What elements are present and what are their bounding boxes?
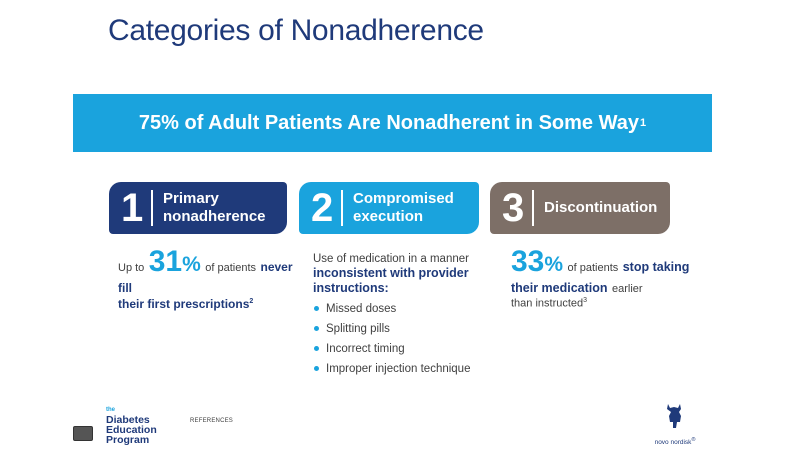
stat-emphasis-line2: their medication earlier: [511, 281, 643, 295]
category-divider: [341, 190, 343, 226]
category-discontinuation: 3 Discontinuation: [490, 182, 670, 234]
bullet-icon: [314, 346, 319, 351]
bullet-icon: [314, 326, 319, 331]
references-link[interactable]: REFERENCES: [190, 418, 234, 424]
slide-title: Categories of Nonadherence: [108, 14, 484, 47]
list-item: Missed doses: [313, 302, 503, 316]
folder-icon[interactable]: [73, 426, 93, 441]
stat-emphasis: never fill: [118, 260, 293, 295]
stat-prefix: Up to: [118, 262, 145, 274]
novo-nordisk-logo: novo nordisk®: [645, 402, 705, 446]
bullet-icon: [314, 366, 319, 371]
stat-emphasis-line2: their first prescriptions2: [118, 297, 254, 311]
stat-big-number: 31%: [148, 245, 201, 278]
category-divider: [151, 190, 153, 226]
category-primary-nonadherence: 1 Primary nonadherence: [109, 182, 287, 234]
stat-tail: than instructed3: [511, 297, 588, 310]
category-compromised-execution: 2 Compromised execution: [299, 182, 479, 234]
category-label: Primary nonadherence: [163, 190, 266, 225]
list-item: Splitting pills: [313, 322, 503, 336]
stat-suffix: of patients: [567, 262, 619, 274]
headline-banner: 75% of Adult Patients Are Nonadherent in…: [73, 94, 712, 152]
primary-nonadherence-stat: Up to 31% of patients never fill their f…: [118, 245, 293, 312]
compromised-execution-details: Use of medication in a manner inconsiste…: [313, 252, 503, 382]
stat-emphasis: stop taking: [622, 260, 690, 274]
stat-suffix: of patients: [205, 262, 257, 274]
execution-intro: Use of medication in a manner inconsiste…: [313, 253, 469, 295]
banner-text: 75% of Adult Patients Are Nonadherent in…: [138, 111, 639, 134]
list-item: Improper injection technique: [313, 362, 503, 376]
category-label: Discontinuation: [544, 199, 658, 216]
list-item: Incorrect timing: [313, 342, 503, 356]
bull-icon: [667, 404, 681, 428]
discontinuation-stat: 33% of patients stop taking their medica…: [511, 245, 691, 310]
bullet-icon: [314, 306, 319, 311]
category-number: 2: [311, 186, 334, 230]
execution-bullets: Missed doses Splitting pills Incorrect t…: [313, 302, 503, 376]
category-label: Compromised execution: [353, 190, 454, 225]
stat-big-number: 33%: [511, 245, 564, 278]
banner-ref: 1: [639, 117, 647, 129]
category-divider: [532, 190, 534, 226]
diabetes-education-program-logo: the Diabetes Education Program: [106, 407, 157, 446]
category-number: 1: [121, 186, 144, 230]
category-number: 3: [502, 186, 525, 230]
